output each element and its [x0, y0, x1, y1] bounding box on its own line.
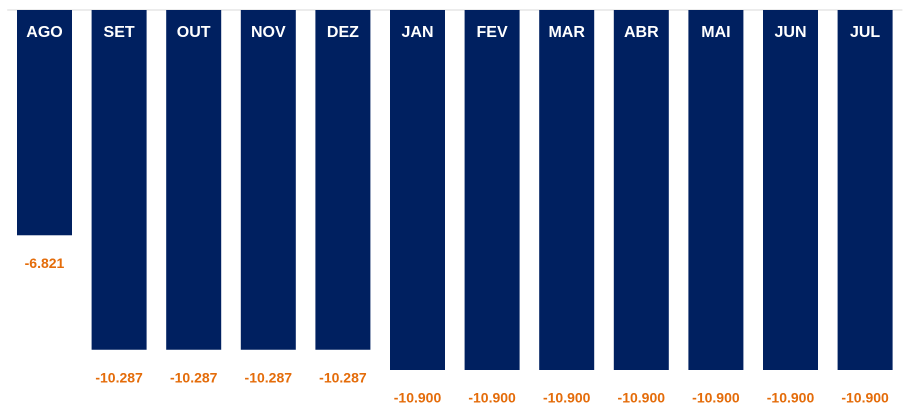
bar: [837, 10, 893, 370]
value-label: -10.900: [841, 390, 889, 404]
bar: [464, 10, 520, 370]
value-label: -10.900: [618, 390, 666, 404]
category-label: FEV: [477, 24, 508, 41]
value-label: -10.287: [245, 369, 293, 385]
value-label: -10.900: [468, 390, 516, 404]
value-label: -6.821: [25, 255, 65, 271]
category-label: DEZ: [327, 24, 359, 41]
value-label: -10.287: [319, 369, 367, 385]
bar: [166, 10, 222, 350]
bar: [763, 10, 818, 370]
bar: [240, 10, 296, 350]
category-label: AGO: [26, 24, 62, 41]
category-label: SET: [104, 24, 135, 41]
value-label: -10.287: [95, 369, 143, 385]
bar: [688, 10, 744, 370]
category-label: OUT: [177, 24, 211, 41]
category-label: ABR: [624, 24, 659, 41]
category-label: NOV: [251, 24, 286, 41]
value-label: -10.287: [170, 369, 218, 385]
value-label: -10.900: [543, 390, 591, 404]
category-label: JUN: [774, 24, 806, 41]
value-label: -10.900: [394, 390, 442, 404]
category-label: MAR: [548, 24, 585, 41]
bar: [17, 10, 72, 236]
bar: [91, 10, 147, 350]
value-label: -10.900: [692, 390, 740, 404]
bar: [613, 10, 669, 370]
category-label: MAI: [701, 24, 730, 41]
bar: [539, 10, 595, 370]
bar: [315, 10, 371, 350]
bar: [390, 10, 445, 370]
category-label: JAN: [401, 24, 433, 41]
category-label: JUL: [850, 24, 880, 41]
value-label: -10.900: [767, 390, 815, 404]
